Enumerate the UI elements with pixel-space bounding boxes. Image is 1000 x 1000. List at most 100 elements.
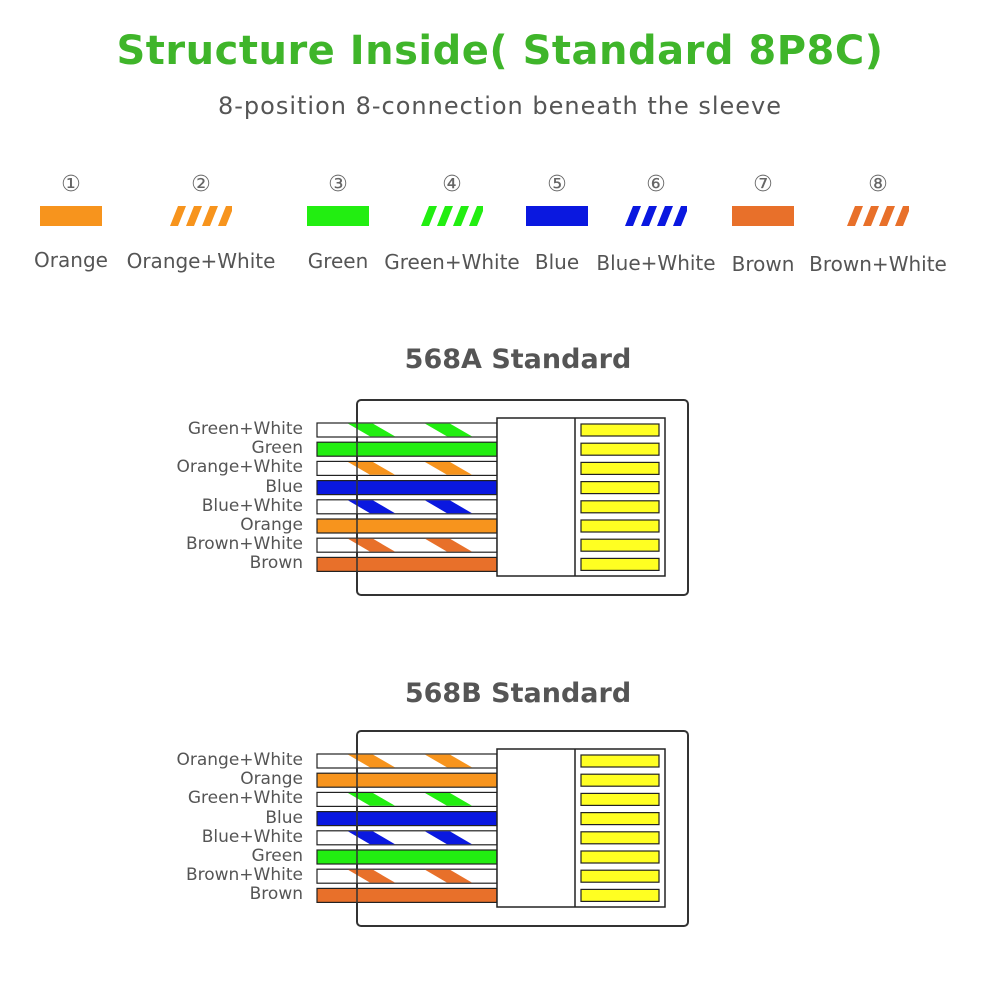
contact-block (496, 748, 666, 908)
wire-body (316, 887, 498, 903)
legend-item: ③ Green (263, 170, 413, 273)
wire-label: Brown+White (185, 534, 303, 555)
swatch-fill (732, 206, 794, 226)
wire-stripe (348, 754, 395, 768)
legend-swatch (421, 206, 483, 226)
legend-label: Brown (731, 251, 795, 276)
legend-item: ④ Green+White (377, 170, 527, 274)
contact-pin (580, 754, 660, 768)
contact-pin (580, 811, 660, 826)
wire (316, 499, 498, 515)
legend-number: ⑧ (868, 172, 888, 197)
wire-body (316, 537, 498, 553)
wire (316, 753, 498, 769)
wire-label: Blue+White (201, 495, 303, 516)
contact-pin (580, 538, 660, 552)
swatch-fill (526, 206, 588, 226)
legend-label: Orange (34, 248, 108, 272)
legend-label: Orange+White (126, 248, 276, 273)
wire-stripe (425, 423, 472, 437)
wire-body (316, 479, 498, 496)
legend-label: Blue+White (596, 251, 716, 275)
wire-stripe (425, 793, 472, 806)
standard-568b-title: 568B Standard (404, 678, 632, 709)
contact-block (496, 417, 666, 577)
contact-pin (580, 792, 660, 807)
swatch-fill (307, 206, 369, 226)
contact-pin (580, 773, 660, 787)
legend-swatch (526, 206, 588, 226)
legend-item: ⑦ Brown (688, 170, 838, 276)
legend-swatch (307, 206, 369, 226)
swatch-stripe (641, 206, 657, 226)
swatch-stripe (202, 206, 218, 226)
wire-body (316, 868, 498, 884)
wire (316, 460, 498, 477)
swatch-stripe (879, 206, 895, 226)
wire-stripe (348, 500, 395, 514)
wire-stripe (425, 462, 472, 475)
wire (316, 537, 498, 553)
wire-label: Orange+White (176, 457, 304, 478)
legend-item: ⑤ Blue (482, 170, 632, 274)
contact-pin (580, 831, 660, 845)
legend-item: ⑥ Blue+White (581, 170, 731, 275)
wire-stripe (425, 500, 472, 514)
swatch-stripe (170, 206, 186, 226)
swatch-stripe (453, 206, 469, 226)
legend-swatch (847, 206, 909, 226)
wire-body (316, 791, 498, 808)
swatch-stripe (847, 206, 863, 226)
swatch-stripe (437, 206, 453, 226)
wire-label: Blue+White (201, 826, 303, 847)
swatch-stripe (625, 206, 641, 226)
contact-pin (580, 480, 660, 495)
legend-number: ② (191, 172, 211, 197)
connector-568b: Orange+White Orange Green+White Blue Blue+Wh… (0, 721, 1000, 941)
wire (316, 441, 498, 457)
connector-568a: Green+White Green Orange+White Blue Blue+Whi… (0, 390, 1000, 610)
wire (316, 830, 498, 846)
wire-stripe (425, 754, 472, 768)
wire-body (316, 441, 498, 457)
connector-drawing (316, 399, 689, 596)
swatch-stripe (421, 206, 437, 226)
page-subtitle: 8-position 8-connection beneath the slee… (217, 92, 783, 120)
legend-swatch (170, 206, 232, 226)
wire (316, 849, 498, 865)
wire-body (316, 422, 498, 438)
contact-pin (580, 442, 660, 456)
swatch-stripe (469, 206, 483, 226)
wire-label: Brown (249, 553, 303, 574)
swatch-stripe (657, 206, 673, 226)
contact-pin (580, 461, 660, 476)
wire-label: Green+White (187, 419, 303, 439)
contact-pin (580, 423, 660, 437)
wire-stripe (425, 869, 472, 883)
wire (316, 772, 498, 788)
legend-item: ② Orange+White (126, 170, 276, 273)
swatch-stripe (895, 206, 909, 226)
page-title: Structure Inside( Standard 8P8C) (116, 28, 884, 74)
contact-pin (580, 500, 660, 514)
wire-stripe (348, 538, 395, 552)
contact-pin (580, 850, 660, 864)
wire-body (316, 849, 498, 865)
legend-label: Brown+White (809, 252, 947, 277)
wire-body (316, 810, 498, 827)
wire (316, 556, 498, 572)
wire (316, 518, 498, 534)
wire-stripe (348, 869, 395, 883)
wire-label: Orange+White (176, 750, 304, 770)
legend-label: Green (307, 249, 369, 274)
swatch-fill (40, 206, 102, 226)
wire-label: Blue (265, 807, 303, 828)
legend-swatch (732, 206, 794, 226)
wire-body (316, 460, 498, 477)
connector-drawing (316, 730, 689, 927)
legend-label: Green+White (384, 249, 520, 274)
wire-stripe (348, 793, 395, 806)
wire-body (316, 772, 498, 788)
legend-item: ① Orange (0, 170, 146, 272)
swatch-stripe (673, 206, 687, 226)
